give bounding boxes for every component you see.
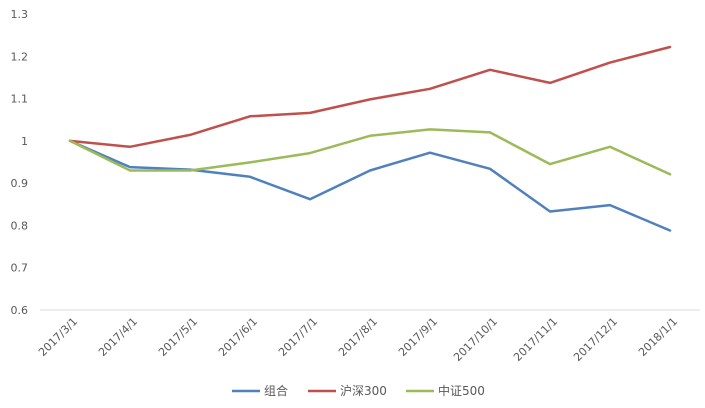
y-tick-label: 1.3 [11, 8, 29, 21]
x-tick-label: 2017/10/1 [451, 315, 500, 364]
x-tick-label: 2017/7/1 [276, 315, 320, 359]
y-tick-label: 1.1 [11, 93, 29, 106]
y-tick-label: 0.8 [11, 219, 29, 232]
x-tick-label: 2017/3/1 [36, 315, 80, 359]
legend-label: 中证500 [438, 383, 485, 398]
x-tick-label: 2017/11/1 [511, 315, 560, 364]
y-tick-label: 0.9 [11, 177, 29, 190]
series-layer [68, 45, 672, 232]
x-tick-label: 2017/6/1 [216, 315, 260, 359]
y-tick-label: 1 [21, 135, 28, 148]
x-tick-label: 2017/12/1 [571, 315, 620, 364]
x-tick-label: 2018/1/1 [636, 315, 680, 359]
y-tick-label: 0.6 [11, 304, 29, 317]
x-tick-label: 2017/4/1 [96, 315, 140, 359]
series-line-2 [68, 45, 672, 149]
y-tick-label: 0.7 [11, 262, 29, 275]
x-tick-label: 2017/9/1 [396, 315, 440, 359]
x-axis: 2017/3/1 2017/4/1 2017/5/1 2017/6/1 2017/7/1… [36, 309, 700, 364]
legend-label: 组合 [264, 383, 288, 398]
x-tick-label: 2017/8/1 [336, 315, 380, 359]
series-line-3 [68, 128, 672, 176]
x-tick-label: 2017/5/1 [156, 315, 200, 359]
y-tick-label: 1.2 [11, 50, 29, 63]
legend: 组合 沪深300 中证500 [232, 383, 485, 398]
series-line-1 [68, 139, 672, 232]
legend-label: 沪深300 [340, 384, 387, 398]
y-axis: 0.6 0.7 0.8 0.9 1 1.1 1.2 1.3 [11, 8, 29, 317]
